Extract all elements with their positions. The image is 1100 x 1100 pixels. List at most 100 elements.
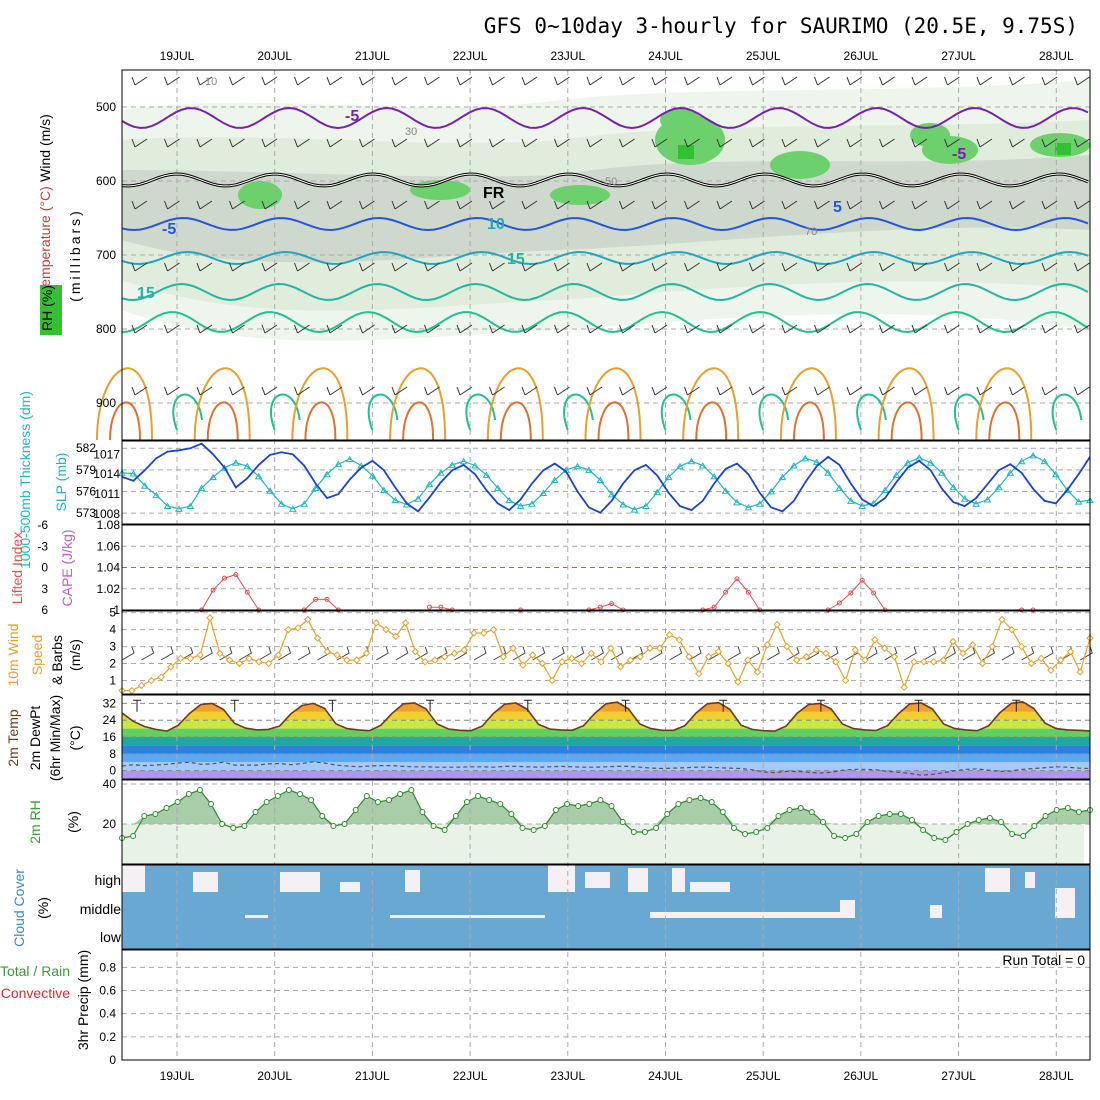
- cloud-gap: [1055, 888, 1075, 918]
- surface-wind-barb: [610, 646, 624, 661]
- temp-contour-20-loop: [172, 393, 203, 431]
- rh-point: [719, 809, 726, 815]
- cloud-gap: [628, 868, 648, 892]
- temp-line: [121, 700, 1091, 732]
- rh-point: [241, 823, 248, 829]
- wind-ylabel-2: Speed: [29, 635, 45, 675]
- wind-barb: [164, 200, 180, 210]
- thickness-point: [254, 472, 263, 480]
- rh-point: [508, 811, 515, 817]
- thickness-line: [121, 454, 1091, 511]
- rh-point: [1020, 833, 1027, 839]
- surface-wind-barb: [434, 646, 448, 661]
- rh-point: [386, 797, 393, 803]
- thickness-point: [676, 462, 684, 470]
- wind-barb: [814, 200, 830, 210]
- rh-point: [208, 801, 215, 807]
- date-label-bottom: 27JUL: [941, 1069, 976, 1083]
- wind-barb: [1041, 262, 1058, 272]
- thickness-point: [493, 484, 502, 491]
- temp-ylabel-3: (6hr Min/Max): [47, 695, 63, 781]
- wind-barb: [846, 200, 863, 210]
- wind-speed-line: [122, 615, 1091, 692]
- thickness-point: [755, 500, 764, 507]
- temp-contour-30: [206, 401, 239, 441]
- wind-barb: [684, 76, 700, 86]
- thickness-tick: 579: [76, 463, 96, 477]
- wind-barb: [1074, 76, 1090, 86]
- rh-tick: 20: [103, 817, 117, 831]
- temp-contour-10: [121, 250, 1089, 266]
- li-ylabel: Lifted Index: [9, 532, 25, 604]
- cloud-gap: [585, 872, 610, 888]
- temp-max-bar: [621, 699, 630, 712]
- rh-point: [953, 829, 960, 835]
- wind-speed-point: [920, 658, 928, 666]
- wind-barb: [326, 386, 343, 396]
- cloud-gap: [650, 912, 840, 918]
- surface-wind-barb: [160, 646, 174, 661]
- rh-point: [152, 811, 159, 817]
- rh-fill: [122, 790, 1090, 824]
- surface-wind-barb: [512, 646, 526, 661]
- thickness-point: [619, 501, 627, 508]
- thickness-point: [641, 502, 650, 509]
- thickness-point: [653, 488, 662, 496]
- thickness-point: [323, 470, 331, 478]
- thickness-tick: 582: [76, 441, 96, 455]
- rh-point: [764, 825, 771, 831]
- temp-tick: 24: [103, 713, 117, 727]
- wind-speed-point: [519, 661, 527, 669]
- rh-point: [1009, 831, 1016, 837]
- wind-speed-point: [832, 658, 840, 666]
- wind-barb: [1041, 138, 1058, 148]
- rh-point: [597, 797, 604, 803]
- wind-speed-point: [401, 619, 410, 627]
- wind-barb: [619, 386, 635, 396]
- wind-barb: [586, 76, 603, 86]
- rh-band-50: [122, 155, 1090, 263]
- temp-max-bar: [426, 699, 435, 712]
- temp-ylabel-2: 2m DewPt: [27, 706, 43, 771]
- wind-barb: [326, 262, 343, 272]
- wind-barb: [846, 76, 863, 86]
- wind-speed-point: [802, 653, 811, 661]
- wind-barb: [586, 138, 603, 148]
- temp-contour-label: -5: [345, 108, 359, 125]
- wind-barb: [391, 200, 408, 210]
- rh-point: [964, 821, 971, 827]
- wind-barb: [391, 138, 408, 148]
- wind-barb: [651, 138, 668, 148]
- temp-contour-25: [291, 367, 349, 441]
- temp-contour-30: [109, 401, 141, 441]
- temp-band: [122, 728, 1090, 737]
- wind-barb: [1041, 200, 1058, 210]
- surface-wind-barb: [199, 646, 213, 661]
- wind-speed-point: [362, 649, 371, 658]
- thickness-point: [425, 480, 434, 488]
- wind-barb: [1041, 76, 1058, 86]
- surface-wind-barb: [121, 646, 135, 661]
- wind-speed-point: [333, 651, 341, 659]
- rh-point: [675, 801, 682, 807]
- rh-point: [842, 835, 849, 841]
- surface-wind-barb: [786, 646, 800, 661]
- li-point: [244, 589, 250, 595]
- wind-speed-point: [890, 653, 899, 661]
- thickness-point: [744, 503, 753, 511]
- temp-contour-30: [988, 401, 1021, 441]
- cloud-gap: [930, 905, 942, 918]
- wind-barb: [521, 138, 538, 148]
- rh-point: [363, 793, 370, 799]
- rh-point: [686, 797, 693, 803]
- surface-wind-barb: [219, 646, 233, 661]
- rh-point: [174, 799, 181, 805]
- wind-speed-point: [695, 669, 703, 678]
- wind-barb: [489, 76, 505, 86]
- surface-wind-barb: [239, 646, 252, 661]
- wind-speed-point: [548, 676, 556, 685]
- wind-barb: [879, 138, 895, 148]
- thickness-point: [1017, 457, 1026, 465]
- temp-contour-30: [597, 401, 630, 441]
- wind-speed-point: [910, 658, 918, 666]
